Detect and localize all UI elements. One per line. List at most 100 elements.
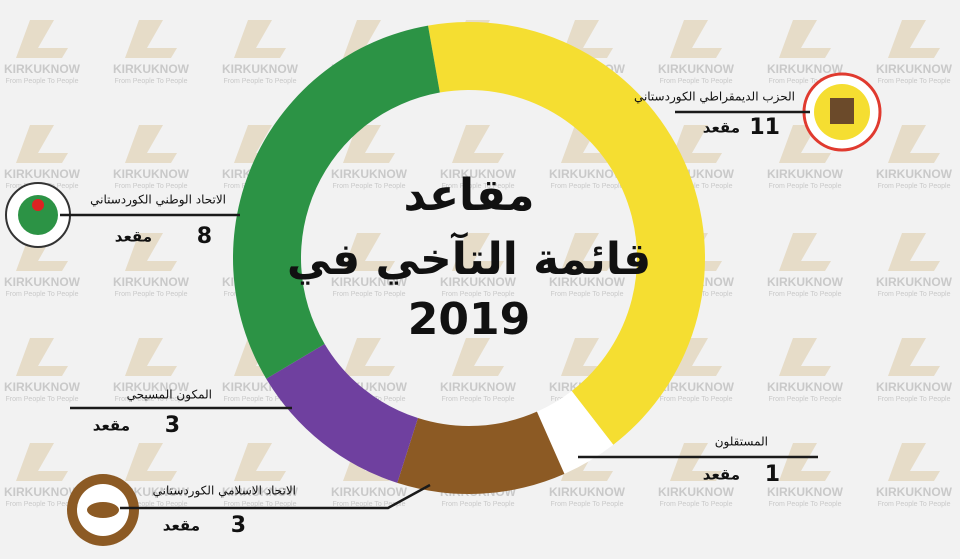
watermark-tagline: From People To People — [5, 291, 78, 298]
watermark-logo — [452, 233, 504, 271]
watermark-tagline: From People To People — [332, 501, 405, 508]
watermark-name: KIRKUKNOW — [222, 62, 299, 76]
watermark-name: KIRKUKNOW — [549, 275, 626, 289]
watermark-tagline: From People To People — [332, 291, 405, 298]
donut — [232, 22, 705, 494]
seat-count: 1 — [765, 462, 780, 487]
watermark-name: KIRKUKNOW — [113, 62, 190, 76]
seat-count: 3 — [165, 413, 180, 438]
watermark-name: KIRKUKNOW — [658, 485, 735, 499]
watermark-logo — [452, 338, 504, 376]
watermark-tagline: From People To People — [223, 78, 296, 85]
watermark-logo — [16, 20, 68, 58]
watermark-logo — [452, 125, 504, 163]
seat-unit: مقعد — [93, 417, 130, 435]
watermark-name: KIRKUKNOW — [658, 380, 735, 394]
watermark-tagline: From People To People — [441, 183, 514, 190]
party-name: المستقلون — [715, 435, 768, 450]
watermark-name: KIRKUKNOW — [876, 485, 953, 499]
watermark-logo — [779, 20, 831, 58]
watermark-tagline: From People To People — [877, 78, 950, 85]
watermark-logo — [561, 125, 613, 163]
watermark-logo — [125, 443, 177, 481]
labels: الحزب الديمقراطي الكوردستاني 11 مقعد المستق… — [60, 90, 818, 538]
watermark-logo — [888, 338, 940, 376]
watermark-logo — [561, 233, 613, 271]
watermark-logo — [16, 125, 68, 163]
watermark-name: KIRKUKNOW — [440, 275, 517, 289]
logo — [67, 474, 139, 546]
watermark-name: KIRKUKNOW — [113, 167, 190, 181]
watermark-name: KIRKUKNOW — [440, 380, 517, 394]
watermark-tagline: From People To People — [114, 183, 187, 190]
watermark-tagline: From People To People — [441, 501, 514, 508]
watermark-name: KIRKUKNOW — [4, 380, 81, 394]
watermark-tagline: From People To People — [550, 501, 623, 508]
watermark-logo — [779, 443, 831, 481]
watermark-tagline: From People To People — [5, 78, 78, 85]
logo — [802, 72, 882, 152]
watermark-logo — [343, 338, 395, 376]
watermark-tagline: From People To People — [768, 501, 841, 508]
watermark-tagline: From People To People — [659, 78, 732, 85]
watermark-tagline: From People To People — [5, 501, 78, 508]
watermark-tagline: From People To People — [114, 501, 187, 508]
watermark-logo — [670, 20, 722, 58]
watermark-tagline: From People To People — [441, 396, 514, 403]
watermark-tagline: From People To People — [550, 183, 623, 190]
watermark-name: KIRKUKNOW — [4, 485, 81, 499]
donut-segment — [232, 25, 440, 379]
watermark-name: KIRKUKNOW — [876, 275, 953, 289]
watermark-tagline: From People To People — [550, 291, 623, 298]
watermark-name: KIRKUKNOW — [331, 167, 408, 181]
title-line: قائمة التآخي في — [287, 231, 651, 285]
watermark-tagline: From People To People — [659, 183, 732, 190]
watermark-logo — [888, 125, 940, 163]
watermark-name: KIRKUKNOW — [113, 380, 190, 394]
watermark-logo — [779, 338, 831, 376]
watermark-logo — [234, 443, 286, 481]
donut-segment — [266, 343, 418, 483]
watermark-tagline: From People To People — [223, 396, 296, 403]
seat-unit: مقعد — [703, 466, 740, 484]
watermark-name: KIRKUKNOW — [549, 167, 626, 181]
watermark-logo — [16, 443, 68, 481]
watermark-name: KIRKUKNOW — [4, 167, 81, 181]
watermark-name: KIRKUKNOW — [331, 485, 408, 499]
watermark-logo — [125, 338, 177, 376]
party-name: الاتحاد الوطني الكوردستاني — [90, 193, 226, 208]
watermark-tagline: From People To People — [877, 396, 950, 403]
watermark-logo — [343, 125, 395, 163]
watermark-logo — [670, 125, 722, 163]
watermark-logo — [125, 125, 177, 163]
watermark-logo — [779, 125, 831, 163]
seat-unit: مقعد — [115, 228, 152, 246]
party-name: الحزب الديمقراطي الكوردستاني — [634, 90, 795, 105]
watermark-logo — [125, 233, 177, 271]
leader-line — [120, 483, 431, 510]
watermark-tagline: From People To People — [223, 501, 296, 508]
watermark-name: KIRKUKNOW — [767, 167, 844, 181]
watermark-tagline: From People To People — [114, 291, 187, 298]
seat-unit: مقعد — [703, 119, 740, 137]
watermark-logo — [343, 233, 395, 271]
watermark-name: KIRKUKNOW — [876, 62, 953, 76]
watermark-name: KIRKUKNOW — [440, 167, 517, 181]
watermark-logo — [670, 443, 722, 481]
watermark-tagline: From People To People — [659, 501, 732, 508]
watermark-logo — [888, 233, 940, 271]
watermark-logo — [125, 20, 177, 58]
watermark-name: KIRKUKNOW — [767, 275, 844, 289]
donut-segment — [428, 22, 705, 445]
seat-unit: مقعد — [163, 517, 200, 535]
donut-segment — [536, 390, 614, 474]
watermark-tagline: From People To People — [332, 183, 405, 190]
watermark-name: KIRKUKNOW — [549, 485, 626, 499]
title-line: مقاعد — [404, 170, 535, 221]
watermark-name: KIRKUKNOW — [331, 275, 408, 289]
watermark-tagline: From People To People — [877, 501, 950, 508]
watermark-tagline: From People To People — [114, 396, 187, 403]
watermark-tagline: From People To People — [768, 183, 841, 190]
party-name: المكون المسيحي — [127, 388, 212, 403]
